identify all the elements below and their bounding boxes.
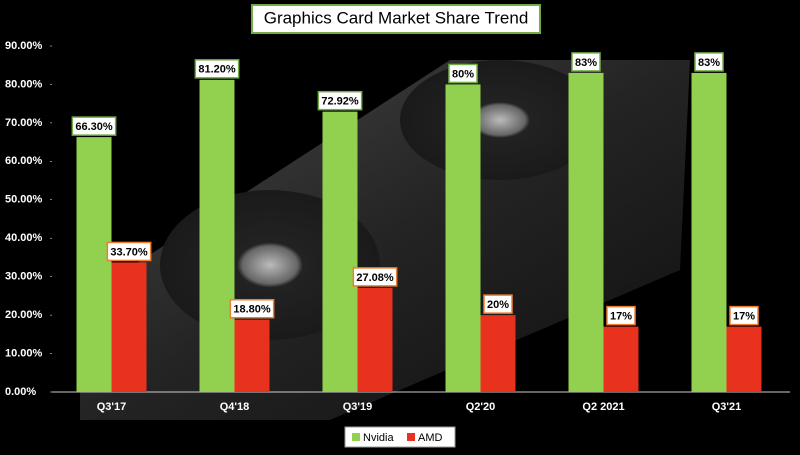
value-label-box (71, 116, 117, 136)
value-label: 80% (452, 68, 474, 80)
bar (322, 111, 358, 392)
legend-swatch (352, 433, 360, 441)
bar (603, 326, 639, 392)
bar (199, 79, 235, 392)
title-box (251, 4, 541, 34)
value-label: 17% (733, 311, 755, 323)
y-tick-label: 20.00% (5, 309, 43, 321)
y-tick-label: 0.00% (5, 386, 36, 398)
bar (568, 72, 604, 393)
value-label-box (229, 298, 275, 319)
bar (357, 287, 393, 392)
value-label-box (106, 241, 152, 262)
value-label-box (448, 63, 478, 84)
value-label: 17% (610, 311, 632, 323)
legend-label: AMD (418, 432, 443, 444)
y-tick-label: 40.00% (5, 232, 43, 244)
value-label: 72.92% (321, 96, 359, 108)
bar (76, 137, 112, 392)
x-tick-label: Q3'21 (712, 401, 742, 413)
legend-label: Nvidia (363, 432, 394, 444)
bar (726, 326, 762, 392)
bar (111, 262, 147, 392)
y-tick-label: 10.00% (5, 347, 43, 359)
y-tick-label: 30.00% (5, 271, 43, 283)
value-label: 18.80% (233, 304, 271, 316)
value-label-box (571, 52, 601, 72)
legend-box (344, 426, 456, 448)
value-label-box (483, 294, 513, 314)
x-tick-label: Q2'20 (466, 401, 496, 413)
value-label: 20% (487, 299, 509, 311)
value-label: 27.08% (356, 272, 394, 284)
bar (445, 84, 481, 392)
value-label: 66.30% (75, 121, 113, 133)
value-label: 83% (698, 57, 720, 69)
x-tick-label: Q4'18 (220, 401, 250, 413)
legend-swatch (407, 433, 415, 441)
x-tick-label: Q3'19 (343, 401, 373, 413)
y-tick-label: 60.00% (5, 155, 43, 167)
value-label-box (352, 267, 398, 287)
y-tick-label: 50.00% (5, 194, 43, 206)
value-label-box (729, 305, 759, 326)
value-label-box (194, 59, 240, 79)
bar (234, 319, 270, 392)
y-tick-label: 70.00% (5, 117, 43, 129)
bar (691, 72, 727, 393)
value-label: 83% (575, 57, 597, 69)
y-tick-label: 80.00% (5, 78, 43, 90)
value-label-box (694, 52, 724, 72)
bar (480, 315, 516, 392)
x-tick-label: Q3'17 (97, 401, 127, 413)
chart-title: Graphics Card Market Share Trend (264, 8, 529, 27)
value-label: 81.20% (198, 64, 236, 76)
y-tick-label: 90.00% (5, 40, 43, 52)
x-tick-label: Q2 2021 (582, 401, 624, 413)
value-label: 33.70% (110, 246, 148, 258)
value-label-box (606, 305, 636, 326)
value-label-box (317, 90, 363, 111)
